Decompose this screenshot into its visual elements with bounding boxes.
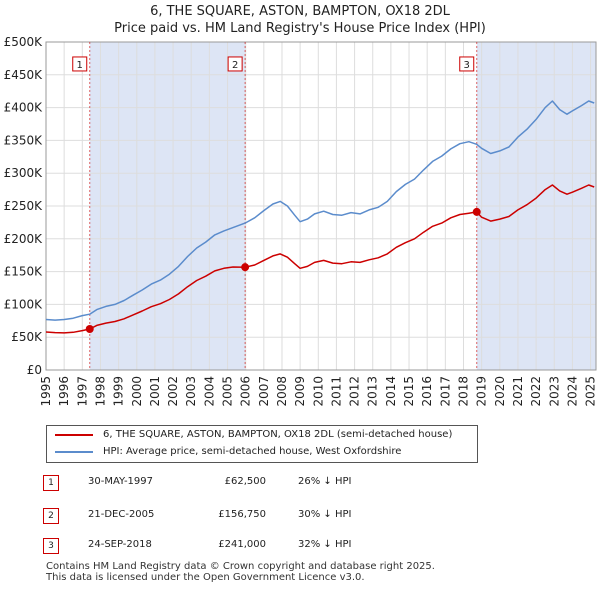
- x-tick-label: 2016: [420, 376, 434, 407]
- marker-label: 2: [232, 60, 238, 71]
- chart-title: 6, THE SQUARE, ASTON, BAMPTON, OX18 2DL: [150, 4, 450, 19]
- marker-badge: [227, 56, 243, 72]
- chart-subtitle: Price paid vs. HM Land Registry's House …: [114, 21, 486, 36]
- legend-label-property: 6, THE SQUARE, ASTON, BAMPTON, OX18 2DL …: [103, 429, 453, 440]
- x-tick-label: 2020: [493, 376, 507, 407]
- hpi-series-line: [45, 100, 595, 321]
- x-tick-label: 2000: [130, 376, 144, 407]
- x-tick-label: 1995: [39, 376, 53, 407]
- y-tick-label: £50K: [11, 330, 43, 344]
- x-tick-label: 2015: [402, 376, 416, 407]
- x-tick-label: 2025: [584, 376, 598, 407]
- x-tick-label: 1999: [112, 376, 126, 407]
- y-tick-label: £250K: [4, 199, 44, 213]
- y-tick-label: £100K: [4, 297, 44, 311]
- price-chart: £0 £50K £100K £150K £200K £250K £300K £350K £400…: [4, 35, 598, 407]
- transaction-row: 2 21-DEC-2005 £156,750 30% ↓ HPI: [0, 508, 600, 528]
- x-tick-label: 2003: [184, 376, 198, 407]
- transaction-date: 24-SEP-2018: [88, 539, 152, 550]
- x-tick-label: 2005: [221, 376, 235, 407]
- y-tick-label: £150K: [4, 265, 44, 279]
- transaction-hpi-diff: 30% ↓ HPI: [298, 509, 352, 520]
- marker-label: 1: [77, 60, 83, 71]
- footer-line-1: Contains HM Land Registry data © Crown c…: [46, 561, 435, 572]
- transaction-date: 21-DEC-2005: [88, 509, 155, 520]
- x-tick-label: 2008: [275, 376, 289, 407]
- y-tick-label: £350K: [4, 133, 44, 147]
- x-tick-label: 1996: [57, 376, 71, 407]
- x-tick-label: 2002: [166, 376, 180, 407]
- x-tick-label: 2006: [239, 376, 253, 407]
- x-tick-label: 2011: [329, 376, 343, 407]
- x-tick-label: 2024: [565, 376, 579, 407]
- transaction-price: £62,500: [224, 476, 266, 487]
- y-tick-label: £400K: [4, 101, 44, 115]
- transaction-price: £156,750: [218, 509, 266, 520]
- footer-attribution: Contains HM Land Registry data © Crown c…: [46, 561, 435, 583]
- x-tick-label: 2014: [384, 376, 398, 407]
- y-tick-label: £500K: [4, 35, 44, 49]
- transaction-date: 30-MAY-1997: [88, 476, 154, 487]
- transaction-number: 3: [43, 538, 59, 554]
- x-tick-label: 2013: [366, 376, 380, 407]
- x-tick-label: 2023: [547, 376, 561, 407]
- plot-frame: [45, 41, 597, 371]
- transaction-row: 3 24-SEP-2018 £241,000 32% ↓ HPI: [0, 538, 600, 558]
- y-tick-label: £300K: [4, 166, 44, 180]
- x-tick-label: 1998: [93, 376, 107, 407]
- x-tick-label: 2001: [148, 376, 162, 407]
- transaction-hpi-diff: 32% ↓ HPI: [298, 539, 352, 550]
- y-tick-label: £450K: [4, 68, 44, 82]
- sale-point: [472, 207, 481, 216]
- marker-label: 3: [464, 60, 470, 71]
- x-tick-label: 2007: [257, 376, 271, 407]
- x-tick-label: 2021: [511, 376, 525, 407]
- sale-point: [85, 325, 94, 333]
- marker-badge: [459, 56, 475, 72]
- x-tick-label: 1997: [75, 376, 89, 407]
- legend-swatch-property: [55, 434, 93, 436]
- x-tick-label: 2009: [293, 376, 307, 407]
- x-tick-label: 2018: [456, 376, 470, 407]
- transaction-row: 1 30-MAY-1997 £62,500 26% ↓ HPI: [0, 475, 600, 495]
- y-tick-label: £200K: [4, 232, 44, 246]
- y-tick-label: £0: [27, 363, 42, 377]
- footer-line-2: This data is licensed under the Open Gov…: [46, 572, 365, 583]
- x-tick-label: 2012: [348, 376, 362, 407]
- legend-swatch-hpi: [55, 451, 93, 453]
- property-series-line: [45, 184, 595, 334]
- legend-label-hpi: HPI: Average price, semi-detached house,…: [103, 446, 402, 457]
- transaction-number: 1: [43, 475, 59, 491]
- x-tick-label: 2017: [438, 376, 452, 407]
- transaction-hpi-diff: 26% ↓ HPI: [298, 476, 352, 487]
- transaction-number: 2: [43, 508, 59, 524]
- x-tick-label: 2010: [311, 376, 325, 407]
- x-tick-label: 2004: [202, 376, 216, 407]
- transaction-price: £241,000: [218, 539, 266, 550]
- marker-badge: [72, 56, 88, 72]
- sale-point: [241, 263, 250, 272]
- legend: 6, THE SQUARE, ASTON, BAMPTON, OX18 2DL …: [46, 425, 478, 463]
- x-tick-label: 2019: [475, 376, 489, 407]
- x-tick-label: 2022: [529, 376, 543, 407]
